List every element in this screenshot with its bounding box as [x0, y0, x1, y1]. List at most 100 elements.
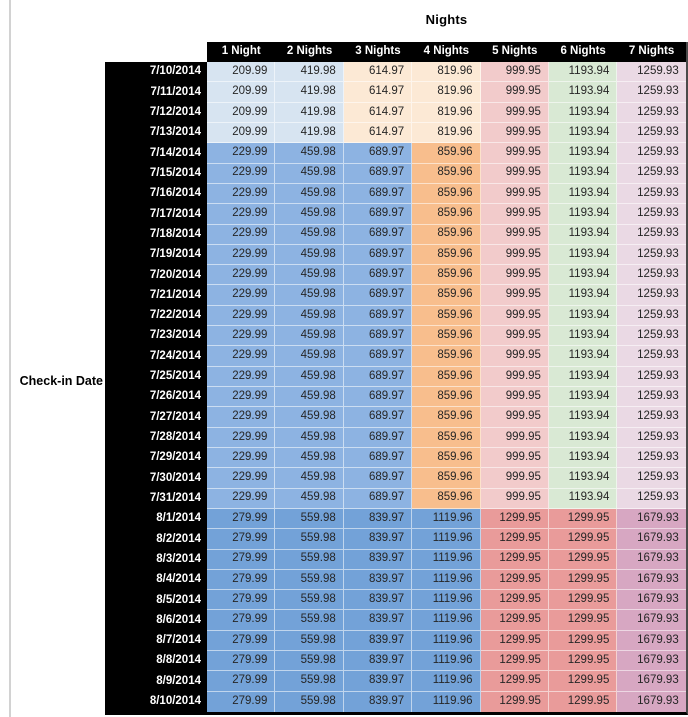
row-date-header[interactable]: 7/10/2014 [105, 62, 207, 83]
price-cell[interactable]: 689.97 [343, 204, 413, 225]
price-cell[interactable]: 229.99 [207, 305, 276, 327]
row-date-header[interactable]: 8/4/2014 [105, 569, 207, 591]
price-cell[interactable]: 859.96 [412, 204, 481, 225]
row-date-header[interactable]: 7/24/2014 [105, 346, 207, 367]
price-cell[interactable]: 859.96 [412, 387, 481, 408]
price-cell[interactable]: 229.99 [207, 285, 276, 306]
price-cell[interactable]: 999.95 [480, 285, 549, 306]
price-cell[interactable]: 999.95 [480, 447, 549, 469]
price-cell[interactable]: 689.97 [343, 244, 413, 266]
row-date-header[interactable]: 7/31/2014 [105, 488, 207, 509]
row-date-header[interactable]: 8/1/2014 [105, 508, 207, 530]
row-date-header[interactable]: 7/11/2014 [105, 82, 207, 103]
price-cell[interactable]: 559.98 [275, 610, 344, 631]
price-cell[interactable]: 559.98 [275, 508, 344, 530]
price-cell[interactable]: 229.99 [207, 265, 276, 286]
price-cell[interactable]: 279.99 [207, 569, 276, 591]
price-cell[interactable]: 999.95 [480, 224, 549, 245]
price-cell[interactable]: 229.99 [207, 366, 276, 387]
price-cell[interactable]: 859.96 [412, 143, 481, 164]
price-cell[interactable]: 1259.93 [617, 163, 686, 184]
price-cell[interactable]: 1119.96 [412, 691, 481, 712]
price-cell[interactable]: 1193.94 [548, 244, 618, 266]
price-cell[interactable]: 839.97 [343, 630, 413, 652]
price-cell[interactable]: 1259.93 [617, 143, 686, 164]
price-cell[interactable]: 1119.96 [412, 529, 481, 550]
price-cell[interactable]: 1299.95 [480, 549, 549, 570]
price-cell[interactable]: 999.95 [480, 102, 549, 123]
price-cell[interactable]: 1119.96 [412, 549, 481, 570]
price-cell[interactable]: 1193.94 [548, 387, 618, 408]
price-cell[interactable]: 689.97 [343, 143, 413, 164]
price-cell[interactable]: 1259.93 [617, 427, 686, 448]
price-cell[interactable]: 1299.95 [480, 651, 549, 672]
price-cell[interactable]: 1119.96 [412, 508, 481, 530]
price-cell[interactable]: 839.97 [343, 651, 413, 672]
row-date-header[interactable]: 8/9/2014 [105, 671, 207, 692]
price-cell[interactable]: 999.95 [480, 366, 549, 387]
price-cell[interactable]: 459.98 [275, 407, 344, 428]
price-cell[interactable]: 689.97 [343, 366, 413, 387]
price-cell[interactable]: 279.99 [207, 630, 276, 652]
price-cell[interactable]: 1299.95 [548, 651, 618, 672]
price-cell[interactable]: 1299.95 [548, 630, 618, 652]
price-cell[interactable]: 1299.95 [480, 630, 549, 652]
price-cell[interactable]: 459.98 [275, 183, 344, 205]
price-cell[interactable]: 1259.93 [617, 305, 686, 327]
price-cell[interactable]: 1193.94 [548, 224, 618, 245]
price-cell[interactable]: 1259.93 [617, 183, 686, 205]
price-cell[interactable]: 839.97 [343, 508, 413, 530]
price-cell[interactable]: 999.95 [480, 488, 549, 509]
price-cell[interactable]: 1299.95 [548, 590, 618, 611]
price-cell[interactable]: 229.99 [207, 488, 276, 509]
price-cell[interactable]: 229.99 [207, 326, 276, 347]
price-cell[interactable]: 209.99 [207, 102, 276, 123]
price-cell[interactable]: 999.95 [480, 143, 549, 164]
price-cell[interactable]: 859.96 [412, 447, 481, 469]
price-cell[interactable]: 1259.93 [617, 244, 686, 266]
price-cell[interactable]: 1299.95 [480, 508, 549, 530]
column-header[interactable]: 5 Nights [480, 42, 549, 62]
row-date-header[interactable]: 7/19/2014 [105, 244, 207, 266]
price-cell[interactable]: 279.99 [207, 529, 276, 550]
price-cell[interactable]: 1679.93 [617, 691, 686, 712]
price-cell[interactable]: 1259.93 [617, 285, 686, 306]
price-cell[interactable]: 559.98 [275, 549, 344, 570]
price-cell[interactable]: 1259.93 [617, 265, 686, 286]
price-cell[interactable]: 459.98 [275, 326, 344, 347]
price-cell[interactable]: 839.97 [343, 671, 413, 692]
price-cell[interactable]: 1679.93 [617, 671, 686, 692]
price-cell[interactable]: 1259.93 [617, 102, 686, 123]
row-date-header[interactable]: 7/15/2014 [105, 163, 207, 184]
price-cell[interactable]: 859.96 [412, 163, 481, 184]
row-date-header[interactable]: 7/22/2014 [105, 305, 207, 327]
price-cell[interactable]: 1679.93 [617, 529, 686, 550]
price-cell[interactable]: 229.99 [207, 204, 276, 225]
price-cell[interactable]: 859.96 [412, 326, 481, 347]
row-date-header[interactable]: 8/7/2014 [105, 630, 207, 652]
price-cell[interactable]: 419.98 [275, 122, 344, 144]
price-cell[interactable]: 229.99 [207, 143, 276, 164]
price-cell[interactable]: 459.98 [275, 468, 344, 489]
price-cell[interactable]: 1259.93 [617, 447, 686, 469]
price-cell[interactable]: 689.97 [343, 305, 413, 327]
price-cell[interactable]: 1119.96 [412, 590, 481, 611]
price-cell[interactable]: 1299.95 [480, 691, 549, 712]
price-cell[interactable]: 419.98 [275, 62, 344, 83]
price-cell[interactable]: 1193.94 [548, 143, 618, 164]
price-cell[interactable]: 279.99 [207, 590, 276, 611]
price-cell[interactable]: 459.98 [275, 488, 344, 509]
price-cell[interactable]: 859.96 [412, 407, 481, 428]
row-date-header[interactable]: 7/12/2014 [105, 102, 207, 123]
price-cell[interactable]: 839.97 [343, 590, 413, 611]
price-cell[interactable]: 459.98 [275, 244, 344, 266]
price-cell[interactable]: 209.99 [207, 122, 276, 144]
price-cell[interactable]: 1299.95 [480, 590, 549, 611]
price-cell[interactable]: 859.96 [412, 305, 481, 327]
price-cell[interactable]: 1193.94 [548, 488, 618, 509]
price-cell[interactable]: 999.95 [480, 326, 549, 347]
price-cell[interactable]: 1193.94 [548, 285, 618, 306]
price-cell[interactable]: 1193.94 [548, 447, 618, 469]
price-cell[interactable]: 229.99 [207, 387, 276, 408]
price-cell[interactable]: 1193.94 [548, 265, 618, 286]
